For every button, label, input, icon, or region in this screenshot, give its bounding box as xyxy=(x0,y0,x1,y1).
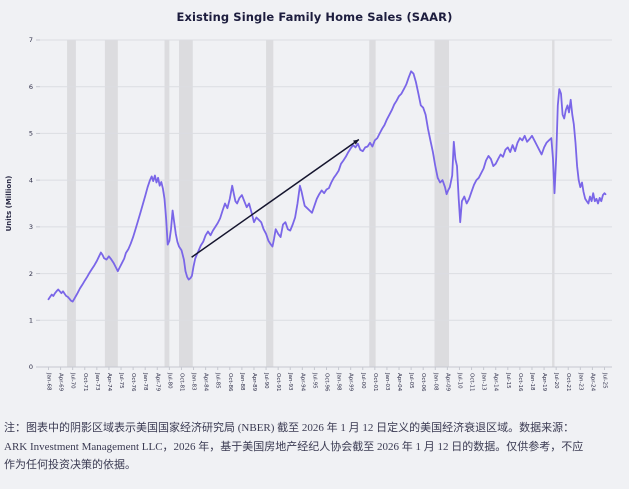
svg-text:Apr-99: Apr-99 xyxy=(348,373,354,392)
svg-text:Apr-09: Apr-09 xyxy=(444,373,450,392)
sales-line-chart: 0 1 2 3 4 5 6 7 Jan-68 Apr-69 Jul-70 Oct-71 Jan-73 Ap… xyxy=(5,36,612,392)
svg-text:Jul-70: Jul-70 xyxy=(70,372,76,389)
svg-text:1: 1 xyxy=(29,316,33,324)
svg-text:Oct-86: Oct-86 xyxy=(227,373,233,392)
svg-text:Units (Million): Units (Million) xyxy=(5,176,13,232)
svg-text:Jul-10: Jul-10 xyxy=(456,372,462,389)
svg-text:Jan-18: Jan-18 xyxy=(529,372,535,391)
svg-text:6: 6 xyxy=(29,83,33,91)
svg-text:Jan-78: Jan-78 xyxy=(142,372,148,391)
svg-text:Jan-13: Jan-13 xyxy=(481,372,487,391)
footnote-line-3: 作为任何投资决策的依据。 xyxy=(4,459,136,471)
svg-text:Jan-68: Jan-68 xyxy=(46,372,52,391)
footnote: 注：图表中的阴影区域表示美国国家经济研究局 (NBER) 截至 2026 年 1… xyxy=(4,419,624,475)
svg-text:Jan-08: Jan-08 xyxy=(432,372,438,391)
svg-text:Oct-16: Oct-16 xyxy=(517,373,523,392)
svg-text:Jan-83: Jan-83 xyxy=(191,372,197,391)
svg-text:2: 2 xyxy=(29,270,33,278)
x-tick-labels: Jan-68 Apr-69 Jul-70 Oct-71 Jan-73 Apr-74 Jul-… xyxy=(40,366,612,392)
svg-text:Oct-91: Oct-91 xyxy=(275,373,281,392)
svg-text:Jan-88: Jan-88 xyxy=(239,372,245,391)
svg-text:Jul-25: Jul-25 xyxy=(602,372,608,389)
svg-text:Oct-11: Oct-11 xyxy=(469,373,475,392)
svg-text:Jul-95: Jul-95 xyxy=(311,372,317,389)
svg-text:Jan-03: Jan-03 xyxy=(384,372,390,391)
y-axis-label: Units (Million) xyxy=(5,176,13,232)
svg-text:Oct-71: Oct-71 xyxy=(82,373,88,392)
svg-text:Apr-89: Apr-89 xyxy=(251,373,257,392)
svg-text:Jul-05: Jul-05 xyxy=(408,372,414,389)
svg-text:Apr-19: Apr-19 xyxy=(541,373,547,392)
y-gridlines xyxy=(36,39,612,368)
svg-text:Apr-94: Apr-94 xyxy=(299,373,305,392)
chart-title: Existing Single Family Home Sales (SAAR) xyxy=(176,10,453,24)
svg-text:3: 3 xyxy=(29,223,33,231)
footnote-line-2: ARK Investment Management LLC，2026 年，基于美… xyxy=(4,440,584,453)
recession-bands xyxy=(67,40,555,367)
svg-text:Apr-04: Apr-04 xyxy=(396,373,402,392)
trend-arrow xyxy=(191,138,360,258)
svg-text:Jul-85: Jul-85 xyxy=(215,372,221,389)
svg-text:Oct-96: Oct-96 xyxy=(324,373,330,392)
svg-text:4: 4 xyxy=(29,176,33,184)
svg-text:Jul-00: Jul-00 xyxy=(360,372,366,389)
svg-text:Jul-80: Jul-80 xyxy=(166,372,172,389)
svg-text:Apr-79: Apr-79 xyxy=(154,373,160,392)
svg-text:Oct-01: Oct-01 xyxy=(372,373,378,392)
svg-text:Apr-84: Apr-84 xyxy=(203,373,209,392)
svg-text:Oct-76: Oct-76 xyxy=(130,373,136,392)
svg-text:Apr-74: Apr-74 xyxy=(106,373,112,392)
svg-text:5: 5 xyxy=(29,130,33,138)
svg-text:Apr-14: Apr-14 xyxy=(493,373,499,392)
svg-text:Jan-23: Jan-23 xyxy=(577,372,583,391)
svg-text:Jan-73: Jan-73 xyxy=(94,372,100,391)
svg-text:Oct-06: Oct-06 xyxy=(420,373,426,392)
svg-text:Apr-69: Apr-69 xyxy=(58,373,64,392)
footnote-line-1: 注：图表中的阴影区域表示美国国家经济研究局 (NBER) 截至 2026 年 1… xyxy=(4,422,575,434)
svg-text:0: 0 xyxy=(29,363,33,371)
svg-text:Apr-24: Apr-24 xyxy=(589,373,595,392)
sales-line xyxy=(47,70,607,303)
svg-text:Oct-21: Oct-21 xyxy=(565,373,571,392)
svg-text:Jul-15: Jul-15 xyxy=(505,372,511,389)
svg-text:7: 7 xyxy=(29,36,33,44)
svg-text:Jan-93: Jan-93 xyxy=(287,372,293,391)
svg-text:Jul-75: Jul-75 xyxy=(118,372,124,389)
y-tick-labels: 0 1 2 3 4 5 6 7 xyxy=(29,36,33,371)
svg-text:Jul-20: Jul-20 xyxy=(553,372,559,389)
svg-text:Jan-98: Jan-98 xyxy=(336,372,342,391)
svg-text:Oct-81: Oct-81 xyxy=(178,373,184,392)
svg-text:Jul-90: Jul-90 xyxy=(263,372,269,389)
